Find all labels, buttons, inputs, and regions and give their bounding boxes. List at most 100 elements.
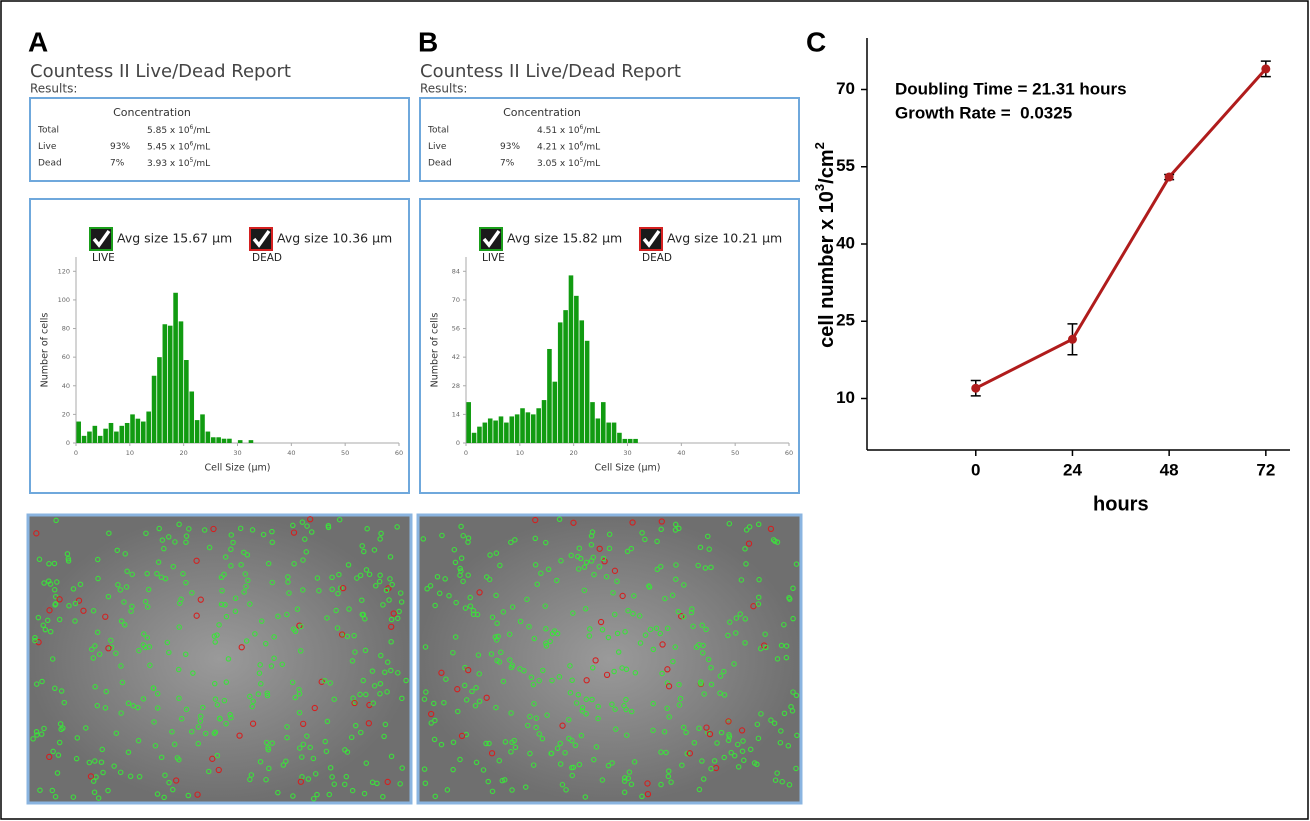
cell-outline	[746, 524, 753, 530]
cell-outline	[530, 762, 537, 768]
cell-outline	[696, 786, 703, 793]
bar	[574, 295, 579, 443]
cell-outline	[432, 793, 439, 800]
cell-outline	[465, 572, 471, 578]
bar	[173, 292, 178, 443]
cell-outline	[245, 577, 251, 584]
bar	[477, 426, 482, 443]
cell-outline	[166, 649, 172, 656]
x-axis-label: Cell Size (µm)	[204, 463, 270, 474]
cell-outline	[297, 648, 304, 654]
cell-outline	[476, 589, 483, 596]
cell-outline	[570, 764, 577, 771]
cell-outline	[554, 745, 561, 752]
cell-outline	[108, 637, 114, 644]
cell-outline	[735, 741, 741, 748]
cell-outline	[531, 701, 537, 707]
cell-outline	[593, 744, 600, 750]
bar	[557, 322, 563, 443]
cell-outline	[755, 594, 762, 601]
cell-outline	[387, 576, 393, 582]
cell-outline	[46, 753, 53, 761]
cell-outline	[64, 551, 71, 557]
cell-outline	[438, 741, 445, 748]
report-title: Countess II Live/Dead Report	[420, 61, 681, 82]
cell-outline	[663, 749, 669, 756]
cell-outline	[397, 781, 403, 787]
cell-outline	[302, 536, 308, 542]
cell-outline	[42, 626, 49, 633]
cell-outline	[51, 587, 58, 593]
cell-outline	[269, 579, 275, 586]
cell-outline	[591, 571, 597, 578]
cell-outline	[450, 766, 456, 773]
cell-outline	[158, 574, 165, 580]
cell-outline	[247, 776, 253, 783]
x-tick-label: 24	[1063, 460, 1082, 479]
cell-outline	[256, 670, 263, 676]
bar	[178, 321, 184, 443]
cell-outline	[70, 794, 77, 800]
cell-outline	[664, 625, 671, 632]
cell-outline	[154, 570, 160, 577]
cell-outline	[284, 611, 290, 618]
cell-outline	[362, 647, 369, 654]
cell-outline	[96, 651, 103, 657]
cell-outline	[462, 682, 468, 689]
cell-outline	[232, 608, 239, 615]
cell-outline	[508, 539, 514, 546]
cell-outline	[183, 579, 189, 586]
y-tick-label: 40	[836, 233, 855, 252]
cell-outline	[631, 759, 638, 765]
cell-outline	[225, 656, 232, 662]
cell-outline	[346, 606, 352, 612]
cell-outline	[114, 547, 121, 554]
cell-outline	[699, 758, 705, 764]
cell-outline	[714, 740, 720, 746]
cell-outline	[536, 677, 542, 684]
cell-outline	[292, 694, 299, 701]
cell-outline	[472, 702, 479, 709]
cell-outline	[480, 767, 487, 773]
cell-outline	[194, 791, 201, 798]
cell-outline	[403, 677, 409, 684]
cell-outline	[211, 680, 218, 687]
cell-outline	[374, 780, 380, 787]
cell-outline	[237, 525, 244, 532]
annotation: Growth Rate = 0.0325	[895, 103, 1072, 122]
cell-outline	[176, 695, 182, 701]
cell-outline	[508, 710, 514, 716]
legend-text: Avg size 15.82 µm	[507, 231, 622, 246]
cell-outline	[486, 740, 492, 747]
cell-outline	[548, 750, 555, 757]
cell-outline	[502, 739, 509, 745]
cell-outline	[90, 778, 97, 784]
value-exponent: 6	[190, 124, 194, 131]
cell-outline	[223, 613, 230, 620]
x-tick-label: 30	[233, 449, 241, 457]
bar	[504, 422, 509, 443]
cell-outline	[212, 639, 218, 645]
cell-outline	[324, 718, 331, 725]
row-value: 3.05 x 105/mL	[537, 157, 600, 169]
cell-outline	[545, 566, 552, 573]
cell-outline	[269, 528, 275, 535]
cell-outline	[49, 656, 56, 662]
cell-outline	[559, 722, 566, 729]
cell-outline	[559, 781, 566, 788]
cell-outline	[201, 527, 208, 533]
cell-outline	[742, 640, 748, 646]
cell-outline	[357, 572, 364, 579]
cell-outline	[289, 679, 296, 686]
cell-outline	[700, 776, 707, 782]
y-tick-label: 70	[452, 296, 460, 304]
cell-outline	[662, 595, 668, 602]
bar	[200, 414, 205, 443]
bar	[221, 438, 227, 443]
cell-outline	[249, 703, 255, 710]
cell-outline	[701, 691, 707, 697]
cell-outline	[500, 678, 507, 685]
cell-outline	[70, 586, 77, 592]
y-axis-label: cell number x 103/cm2	[812, 142, 838, 348]
cell-outline	[725, 718, 732, 725]
